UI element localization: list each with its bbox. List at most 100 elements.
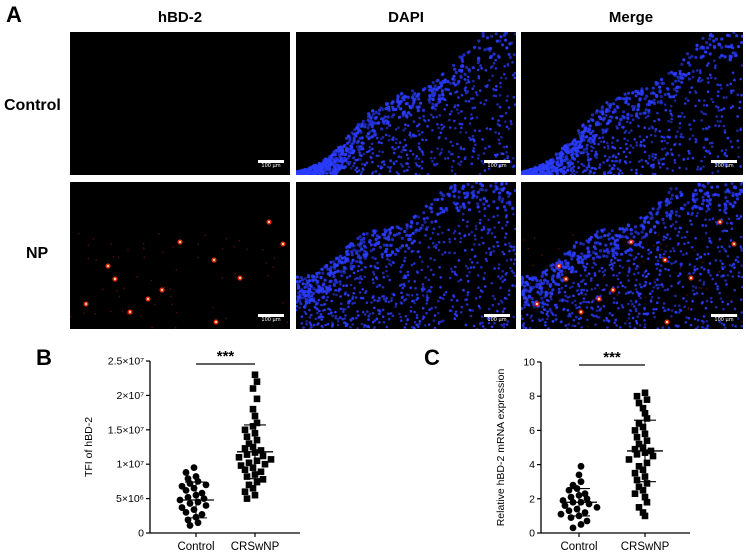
data-point — [639, 486, 647, 494]
data-point — [245, 459, 253, 467]
data-point — [583, 495, 591, 503]
y-tick-label: 0 — [529, 528, 535, 540]
data-point — [251, 491, 259, 499]
data-point — [631, 445, 639, 453]
data-point — [253, 436, 261, 444]
data-point — [257, 468, 265, 476]
y-tick-label: 2 — [529, 493, 535, 505]
data-point — [243, 495, 251, 502]
data-point — [184, 493, 192, 501]
data-point — [565, 507, 573, 515]
micrograph-control-merge: 100 μm — [521, 32, 743, 175]
data-point — [186, 500, 194, 507]
data-point — [565, 486, 573, 494]
micrograph-np-merge: 100 μm — [521, 182, 743, 329]
significance-label: *** — [603, 349, 621, 366]
data-point — [243, 473, 251, 480]
x-tick-label: CRSwNP — [231, 541, 280, 553]
data-point — [251, 412, 259, 420]
data-point — [577, 521, 585, 528]
data-point — [257, 447, 265, 454]
y-tick-label: 0 — [138, 528, 144, 540]
data-point — [253, 478, 261, 486]
y-tick-label: 1×10⁷ — [117, 459, 145, 471]
data-point — [253, 457, 261, 465]
data-point — [182, 508, 190, 516]
scatter-chart-mrna: Relative hBD-2 mRNA expression 0 2 4 6 8 10 Con… — [495, 349, 690, 553]
data-point — [633, 451, 641, 458]
data-point — [182, 486, 190, 494]
data-point — [569, 524, 577, 532]
data-point — [186, 522, 194, 529]
data-point — [643, 415, 651, 422]
data-point — [241, 488, 249, 496]
data-point — [635, 399, 643, 407]
data-point — [593, 503, 601, 511]
data-point — [178, 504, 186, 511]
data-point — [577, 478, 585, 486]
panel-a-letter: A — [6, 2, 22, 27]
y-tick-label: 8 — [529, 391, 535, 403]
data-point — [267, 456, 275, 463]
data-point — [198, 511, 206, 518]
data-point — [581, 490, 589, 498]
data-point — [631, 490, 639, 497]
data-point — [577, 462, 585, 470]
data-point — [575, 471, 583, 479]
micrograph-np-dapi: 100 μm — [296, 182, 516, 329]
data-point — [249, 443, 257, 451]
data-point — [259, 476, 267, 483]
data-point — [182, 469, 190, 476]
data-point — [635, 420, 643, 427]
scale-bar: 100 μm — [484, 314, 510, 324]
data-point — [635, 463, 643, 470]
data-point — [639, 444, 647, 451]
data-point — [259, 452, 267, 460]
y-tick-label: 1.5×10⁷ — [108, 424, 144, 436]
data-point — [643, 498, 651, 506]
data-point — [635, 504, 643, 511]
data-point — [625, 456, 633, 463]
data-point — [643, 437, 651, 444]
data-point — [243, 433, 251, 440]
data-point — [245, 440, 253, 447]
data-point — [641, 389, 649, 397]
y-axis-label: Relative hBD-2 mRNA expression — [495, 369, 507, 527]
data-point — [251, 371, 259, 379]
data-point — [249, 484, 257, 492]
significance-label: *** — [217, 348, 235, 365]
row-label-control: Control — [4, 97, 61, 114]
y-tick-label: 2.5×10⁷ — [108, 356, 144, 368]
panel-b-letter: B — [36, 345, 52, 370]
data-point — [235, 454, 243, 461]
data-point — [639, 466, 647, 474]
data-point — [194, 519, 202, 527]
y-tick-label: 2×10⁷ — [117, 390, 145, 402]
data-point — [649, 452, 657, 460]
x-tick-label: CRSwNP — [621, 541, 670, 553]
data-point — [639, 423, 647, 431]
data-point — [583, 517, 591, 525]
data-point — [245, 481, 253, 489]
data-point — [243, 451, 251, 458]
data-point — [631, 427, 639, 434]
data-point — [190, 464, 198, 472]
data-point — [200, 495, 208, 502]
data-point — [249, 464, 257, 471]
data-point — [639, 509, 647, 516]
data-point — [202, 502, 210, 509]
data-point — [561, 502, 569, 510]
data-point — [633, 433, 641, 441]
scale-bar: 100 μm — [711, 160, 737, 170]
micrograph-control-hbd2: 100 μm — [70, 32, 290, 175]
y-tick-label: 6 — [529, 425, 535, 437]
data-point — [631, 469, 639, 477]
data-point — [639, 404, 647, 412]
scale-bar: 100 μm — [258, 160, 284, 170]
y-tick-label: 10 — [523, 357, 535, 369]
data-point — [241, 445, 249, 452]
data-point — [567, 514, 575, 522]
y-tick-label: 4 — [529, 459, 535, 471]
data-point — [641, 493, 649, 501]
data-point — [253, 419, 261, 427]
